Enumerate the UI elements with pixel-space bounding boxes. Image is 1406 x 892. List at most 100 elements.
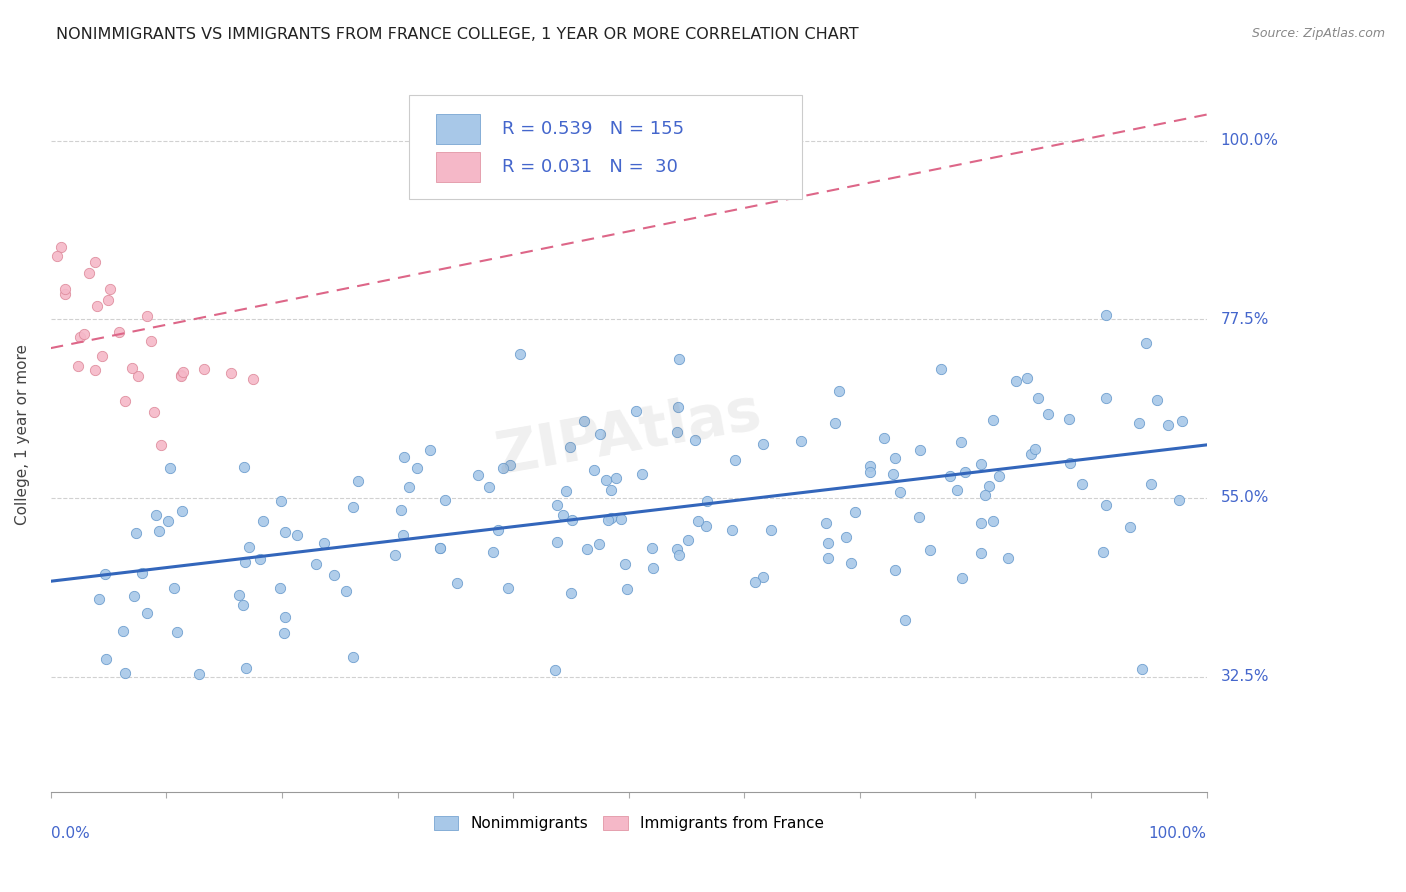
Point — [946, 483, 969, 497]
Point — [136, 310, 159, 324]
Point — [114, 666, 136, 681]
Point — [478, 480, 501, 494]
Text: R = 0.539   N = 155: R = 0.539 N = 155 — [502, 120, 683, 138]
Point — [859, 465, 882, 479]
Point — [835, 530, 858, 544]
Point — [73, 327, 96, 342]
Point — [139, 334, 162, 349]
Point — [96, 652, 118, 666]
Point — [114, 394, 136, 409]
Point — [983, 413, 1005, 427]
Point — [554, 483, 576, 498]
Text: 32.5%: 32.5% — [1220, 669, 1270, 684]
Point — [676, 533, 699, 547]
Point — [242, 372, 264, 386]
Point — [94, 567, 117, 582]
Point — [1028, 391, 1050, 405]
Point — [987, 469, 1010, 483]
Point — [824, 416, 846, 430]
Point — [150, 438, 173, 452]
Point — [87, 591, 110, 606]
Point — [492, 461, 515, 475]
Point — [273, 524, 295, 539]
Text: ZIPAtlas: ZIPAtlas — [492, 384, 766, 486]
Point — [588, 426, 610, 441]
Point — [686, 515, 709, 529]
Point — [219, 366, 242, 380]
Point — [630, 467, 652, 481]
Point — [751, 436, 773, 450]
Point — [546, 534, 568, 549]
Point — [588, 536, 610, 550]
Point — [939, 469, 962, 483]
Point — [121, 361, 143, 376]
Point — [170, 369, 193, 384]
Point — [347, 474, 370, 488]
Point — [953, 465, 976, 479]
Point — [285, 528, 308, 542]
Point — [53, 282, 76, 296]
Point — [668, 548, 690, 562]
Point — [1036, 407, 1059, 421]
Legend: Nonimmigrants, Immigrants from France: Nonimmigrants, Immigrants from France — [427, 810, 830, 838]
Point — [744, 574, 766, 589]
Point — [238, 541, 260, 555]
Point — [135, 606, 157, 620]
Point — [419, 442, 441, 457]
Point — [624, 404, 647, 418]
Point — [952, 571, 974, 585]
Point — [90, 349, 112, 363]
Point — [392, 528, 415, 542]
Point — [761, 524, 783, 538]
Point — [163, 581, 186, 595]
Point — [1168, 493, 1191, 508]
Point — [392, 450, 415, 464]
Point — [233, 555, 256, 569]
Point — [884, 450, 907, 465]
Point — [274, 610, 297, 624]
Point — [1140, 477, 1163, 491]
Point — [51, 240, 73, 254]
Point — [124, 590, 146, 604]
Point — [828, 384, 851, 399]
Point — [486, 523, 509, 537]
Point — [598, 513, 620, 527]
FancyBboxPatch shape — [436, 153, 479, 183]
FancyBboxPatch shape — [436, 114, 479, 144]
Point — [496, 581, 519, 595]
Point — [599, 511, 621, 525]
Point — [145, 508, 167, 522]
Point — [997, 550, 1019, 565]
Point — [572, 414, 595, 428]
Point — [908, 509, 931, 524]
Point — [1130, 662, 1153, 676]
Text: NONIMMIGRANTS VS IMMIGRANTS FROM FRANCE COLLEGE, 1 YEAR OR MORE CORRELATION CHAR: NONIMMIGRANTS VS IMMIGRANTS FROM FRANCE … — [56, 27, 859, 42]
Point — [561, 513, 583, 527]
Point — [305, 558, 328, 572]
Point — [1157, 417, 1180, 432]
Point — [252, 514, 274, 528]
Point — [499, 458, 522, 473]
Point — [84, 255, 107, 269]
Text: 55.0%: 55.0% — [1220, 491, 1268, 506]
Point — [1024, 442, 1046, 456]
Text: 77.5%: 77.5% — [1220, 312, 1268, 327]
Point — [434, 493, 457, 508]
Point — [420, 166, 443, 180]
Point — [1059, 456, 1081, 470]
FancyBboxPatch shape — [409, 95, 801, 199]
Point — [1135, 335, 1157, 350]
Point — [616, 582, 638, 596]
Point — [983, 514, 1005, 528]
Point — [233, 460, 256, 475]
Point — [695, 519, 717, 533]
Point — [977, 478, 1000, 492]
Point — [666, 401, 689, 415]
Point — [270, 494, 292, 508]
Point — [970, 516, 993, 531]
Point — [974, 488, 997, 502]
Point — [752, 569, 775, 583]
Point — [844, 505, 866, 519]
Point — [970, 457, 993, 471]
Point — [613, 558, 636, 572]
